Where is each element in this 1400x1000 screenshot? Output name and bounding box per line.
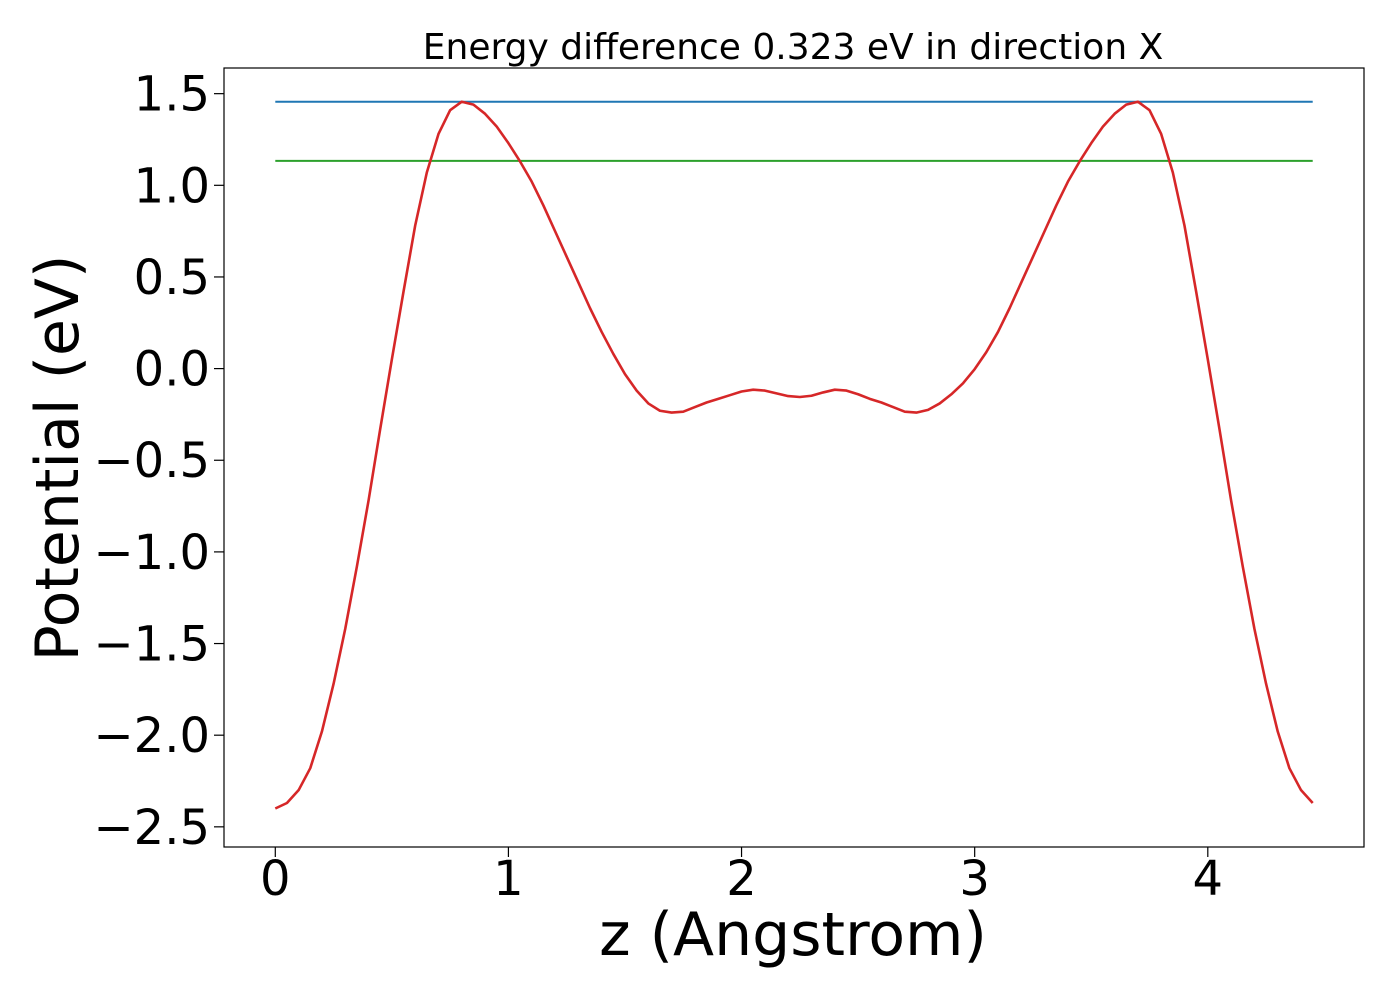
x-tick-label: 3 bbox=[959, 851, 990, 907]
x-tick-label: 2 bbox=[726, 851, 757, 907]
x-tick-label: 1 bbox=[493, 851, 524, 907]
plot-frame bbox=[223, 67, 1365, 848]
y-axis-ticks: 1.5 1.0 0.5 0.0 −0.5 −1.0 −1.5 −2.0 −2.5 bbox=[93, 67, 224, 856]
x-axis-ticks: 0 1 2 3 4 bbox=[260, 847, 1223, 907]
y-tick-label: −1.0 bbox=[93, 525, 210, 581]
y-tick-label: −2.0 bbox=[93, 708, 210, 764]
y-tick-label: 1.5 bbox=[134, 67, 210, 123]
y-axis-label: Potential (eV) bbox=[23, 255, 93, 662]
x-axis-label: z (Angstrom) bbox=[599, 900, 987, 970]
y-tick-label: 0.5 bbox=[134, 250, 210, 306]
x-tick-label: 4 bbox=[1193, 851, 1224, 907]
y-tick-label: −0.5 bbox=[93, 433, 210, 489]
plot-lines bbox=[274, 100, 1314, 810]
chart-title: Energy difference 0.323 eV in direction … bbox=[423, 27, 1164, 68]
x-tick-label: 0 bbox=[260, 851, 291, 907]
y-tick-label: 0.0 bbox=[134, 342, 210, 398]
y-tick-label: −1.5 bbox=[93, 617, 210, 673]
series-line-2 bbox=[274, 100, 1314, 810]
y-tick-label: −2.5 bbox=[93, 800, 210, 856]
y-tick-label: 1.0 bbox=[134, 158, 210, 214]
